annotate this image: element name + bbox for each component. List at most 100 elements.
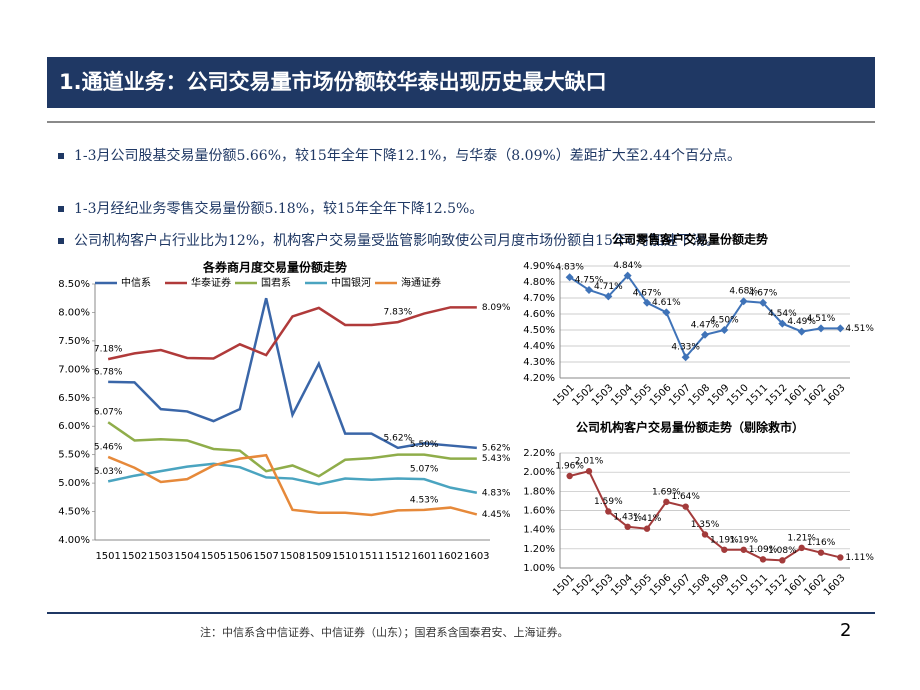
x-tick-label: 1503 xyxy=(148,551,173,562)
x-tick-label: 1603 xyxy=(822,382,848,408)
series-line xyxy=(107,421,477,478)
data-label: 4.33% xyxy=(671,343,700,353)
marker xyxy=(817,549,825,556)
y-tick-label: 8.50% xyxy=(58,279,90,290)
chart-title: 公司机构客户交易量份额走势（剔除救市） xyxy=(576,420,804,435)
data-label: 5.43% xyxy=(482,454,511,464)
series-line xyxy=(107,462,478,495)
y-tick-label: 4.30% xyxy=(523,357,555,368)
marker xyxy=(701,330,709,339)
data-label: 5.62% xyxy=(482,443,511,453)
y-tick-label: 4.90% xyxy=(523,261,555,272)
data-label: 4.50% xyxy=(710,316,739,326)
series-line xyxy=(107,453,478,517)
marker xyxy=(779,557,786,564)
marker xyxy=(701,531,709,538)
marker xyxy=(624,523,631,530)
data-label: 1.96% xyxy=(555,462,584,472)
y-tick-label: 4.70% xyxy=(523,293,555,304)
x-tick-label: 1601 xyxy=(411,551,436,562)
y-tick-label: 7.00% xyxy=(58,364,90,375)
data-label: 1.43% xyxy=(613,512,642,522)
bullet-text: 1-3月经纪业务零售交易量份额5.18%，较15年全年下降12.5%。 xyxy=(74,201,484,217)
marker xyxy=(759,298,767,307)
legend-label: 国君系 xyxy=(261,277,291,289)
data-label: 1.09% xyxy=(749,545,778,555)
data-label: 5.46% xyxy=(94,442,123,452)
y-tick-label: 1.20% xyxy=(523,544,555,555)
data-label: 4.71% xyxy=(594,282,623,292)
bullet: 1-3月经纪业务零售交易量份额5.18%，较15年全年下降12.5%。 xyxy=(58,196,873,222)
marker xyxy=(605,508,612,515)
y-tick-label: 6.50% xyxy=(58,393,90,404)
data-label: 4.68% xyxy=(729,287,758,297)
data-label: 5.62% xyxy=(384,433,413,443)
y-tick-label: 4.60% xyxy=(523,309,555,320)
marker xyxy=(682,503,689,510)
y-tick-label: 6.00% xyxy=(58,421,90,432)
y-tick-label: 1.60% xyxy=(523,506,555,517)
data-label: 5.07% xyxy=(410,465,439,475)
marker xyxy=(797,327,806,336)
y-tick-label: 5.00% xyxy=(58,478,90,489)
data-label: 6.78% xyxy=(94,367,123,377)
x-tick-label: 1506 xyxy=(227,551,252,562)
y-tick-label: 1.40% xyxy=(523,525,555,536)
data-label: 4.51% xyxy=(845,324,874,334)
x-tick-label: 1505 xyxy=(201,551,226,562)
y-tick-label: 1.80% xyxy=(523,486,555,497)
marker xyxy=(837,554,844,561)
marker xyxy=(720,326,729,334)
data-label: 1.19% xyxy=(729,535,758,545)
data-label: 1.64% xyxy=(671,492,700,502)
data-label: 4.75% xyxy=(575,276,604,286)
marker xyxy=(663,498,670,506)
data-label: 4.83% xyxy=(482,488,511,498)
x-tick-label: 1502 xyxy=(122,551,147,562)
marker xyxy=(798,544,805,552)
y-tick-label: 2.20% xyxy=(523,448,555,459)
x-tick-label: 1508 xyxy=(280,551,305,562)
data-label: 1.59% xyxy=(594,497,623,507)
x-tick-label: 1602 xyxy=(438,551,463,562)
data-label: 4.61% xyxy=(652,298,681,308)
y-tick-label: 4.50% xyxy=(523,325,555,336)
y-tick-label: 5.50% xyxy=(58,450,90,461)
header: 1.通道业务：公司交易量市场份额较华泰出现历史最大缺口 xyxy=(47,57,875,108)
marker xyxy=(643,525,651,532)
legend-label: 中信系 xyxy=(121,276,151,289)
data-label: 5.03% xyxy=(94,467,123,477)
x-tick-label: 1603 xyxy=(464,551,489,562)
data-label: 4.83% xyxy=(555,263,584,273)
data-label: 4.54% xyxy=(768,309,797,319)
data-label: 4.47% xyxy=(691,320,720,330)
data-label: 2.01% xyxy=(575,457,604,467)
marker xyxy=(721,546,728,553)
marker xyxy=(836,324,845,333)
marker xyxy=(585,286,593,294)
bullet-text: 公司机构客户占行业比为12%，机构客户交易量受监管影响致使公司月度市场份额自15… xyxy=(74,233,720,249)
data-label: 7.18% xyxy=(94,345,123,355)
marker xyxy=(817,324,825,333)
y-tick-label: 8.00% xyxy=(58,307,90,318)
data-label: 1.69% xyxy=(652,487,681,497)
x-tick-label: 1501 xyxy=(95,551,120,562)
data-label: 4.84% xyxy=(613,261,642,271)
footnote: 注：中信系含中信证券、中信证券（山东）；国君系含国泰君安、上海证券。 xyxy=(200,626,569,639)
marker xyxy=(566,472,573,480)
marker xyxy=(643,298,651,307)
marker xyxy=(740,546,747,553)
marker xyxy=(778,319,787,328)
marker xyxy=(662,308,671,317)
chart-title: 公司零售客户交易量份额走势 xyxy=(612,232,768,247)
data-label: 7.83% xyxy=(384,308,413,318)
x-tick-label: 1510 xyxy=(332,551,357,562)
y-tick-label: 4.20% xyxy=(523,373,555,384)
marker xyxy=(759,556,767,563)
chart-title: 各券商月度交易量份额走势 xyxy=(202,260,347,275)
data-label: 4.45% xyxy=(482,510,511,520)
data-label: 4.67% xyxy=(749,288,778,298)
marker xyxy=(604,292,613,301)
